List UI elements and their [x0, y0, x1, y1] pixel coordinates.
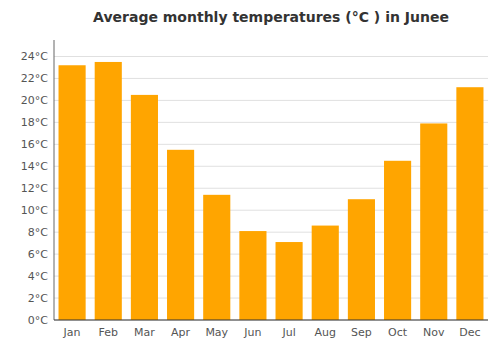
y-tick-label: 8°C	[28, 226, 48, 239]
x-tick-labels: Jan Feb Mar Apr May Jun Jul Aug Sep Oct Nov Dec	[63, 326, 481, 339]
y-tick-label: 2°C	[28, 292, 48, 305]
bar	[95, 62, 122, 320]
y-tick-label: 14°C	[21, 160, 48, 173]
bar	[167, 150, 194, 320]
x-tick-label: Apr	[171, 326, 191, 339]
x-tick-label: Sep	[351, 326, 372, 339]
bar	[131, 95, 158, 320]
bar	[203, 195, 230, 320]
chart-svg: Average monthly temperatures (°C ) in Ju…	[0, 0, 500, 350]
y-tick-label: 20°C	[21, 94, 48, 107]
y-tick-label: 12°C	[21, 182, 48, 195]
y-tick-label: 0°C	[28, 314, 48, 327]
x-tick-label: Jan	[63, 326, 81, 339]
y-axis-line	[54, 40, 55, 320]
x-tick-label: Nov	[423, 326, 445, 339]
x-tick-label: Jun	[243, 326, 261, 339]
y-tick-label: 4°C	[28, 270, 48, 283]
y-tick-label: 10°C	[21, 204, 48, 217]
bar	[456, 87, 483, 320]
x-tick-label: Jul	[281, 326, 295, 339]
bar	[420, 123, 447, 320]
bar	[348, 199, 375, 320]
bar	[239, 231, 266, 320]
y-tick-labels: 0°C 2°C 4°C 6°C 8°C 10°C 12°C 14°C 16°C 18°C 20°C 2…	[21, 50, 48, 327]
y-tick-label: 24°C	[21, 50, 48, 63]
y-tick-label: 18°C	[21, 116, 48, 129]
y-tick-label: 16°C	[21, 138, 48, 151]
chart-container: Average monthly temperatures (°C ) in Ju…	[0, 0, 500, 350]
grid	[54, 56, 488, 320]
bar	[276, 242, 303, 320]
chart-title: Average monthly temperatures (°C ) in Ju…	[93, 9, 449, 25]
bars	[59, 62, 484, 320]
x-tick-label: Mar	[134, 326, 155, 339]
x-tick-label: Feb	[99, 326, 118, 339]
x-tick-label: Aug	[315, 326, 336, 339]
x-axis-line	[54, 320, 488, 321]
bar	[384, 161, 411, 320]
y-tick-label: 22°C	[21, 72, 48, 85]
x-tick-label: May	[205, 326, 228, 339]
y-tick-label: 6°C	[28, 248, 48, 261]
x-tick-label: Dec	[459, 326, 480, 339]
grid-line	[54, 320, 488, 321]
x-tick-label: Oct	[388, 326, 408, 339]
grid-line	[54, 56, 488, 57]
bar	[312, 226, 339, 320]
bar	[59, 65, 86, 320]
